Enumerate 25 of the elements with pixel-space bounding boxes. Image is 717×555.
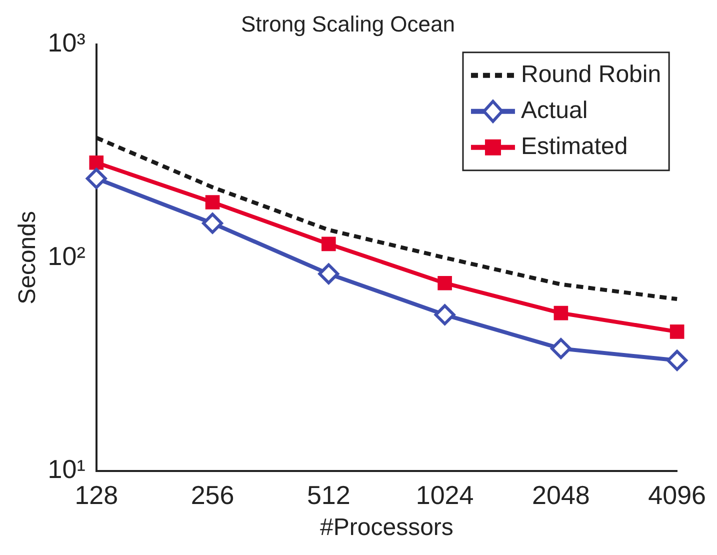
x-tick-label: 256	[190, 480, 234, 510]
x-tick-label: 4096	[648, 480, 706, 510]
legend-label: Estimated	[520, 133, 628, 160]
legend-label: Round Robin	[520, 61, 662, 88]
x-tick-label: 2048	[532, 480, 590, 510]
point	[322, 236, 336, 252]
point	[434, 304, 456, 326]
y-tick-label: 10³	[48, 28, 86, 58]
point	[318, 263, 340, 284]
point	[202, 212, 224, 234]
point	[205, 195, 220, 210]
point	[550, 338, 572, 360]
point	[86, 168, 107, 190]
legend-label: Actual	[520, 97, 588, 124]
y-axis-title: Seconds	[14, 210, 42, 304]
x-tick-label: 1024	[416, 480, 474, 510]
point	[666, 350, 688, 371]
chart-title: Strong Scaling Ocean	[240, 11, 456, 36]
point	[89, 155, 104, 170]
y-tick-label: 10²	[48, 240, 86, 271]
point	[554, 306, 568, 320]
x-tick-label: 512	[306, 480, 350, 510]
x-axis-title: #Processors	[320, 514, 454, 542]
point	[670, 324, 684, 339]
point	[438, 276, 452, 290]
